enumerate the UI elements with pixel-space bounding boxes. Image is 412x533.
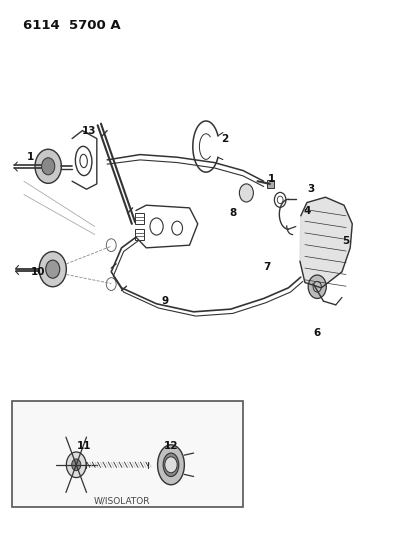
Text: 12: 12 [164,441,178,451]
Text: 2: 2 [221,134,228,143]
Text: 4: 4 [303,206,311,215]
Text: 9: 9 [161,296,169,306]
Circle shape [308,275,326,298]
Ellipse shape [157,445,184,485]
Circle shape [42,158,55,175]
Text: 3: 3 [307,184,315,194]
Circle shape [35,149,61,183]
Text: 13: 13 [81,126,96,135]
Text: 5: 5 [342,236,350,246]
Bar [12,401,243,507]
Circle shape [239,184,253,202]
Text: 8: 8 [229,208,236,218]
Circle shape [66,452,86,478]
Bar [135,229,144,240]
Text: 7: 7 [263,262,271,271]
Circle shape [39,252,66,287]
Text: 10: 10 [30,267,45,277]
Text: 11: 11 [77,441,92,451]
Text: 1: 1 [268,174,276,183]
Text: 6114  5700 A: 6114 5700 A [23,19,120,31]
Text: 6: 6 [314,328,321,338]
Polygon shape [300,197,352,288]
Text: W/ISOLATOR: W/ISOLATOR [93,497,150,505]
Text: 1: 1 [27,152,35,162]
Bar [135,213,144,224]
Bar [267,180,274,188]
Circle shape [165,457,177,473]
Circle shape [46,260,60,278]
Circle shape [72,459,81,471]
Ellipse shape [163,453,179,477]
